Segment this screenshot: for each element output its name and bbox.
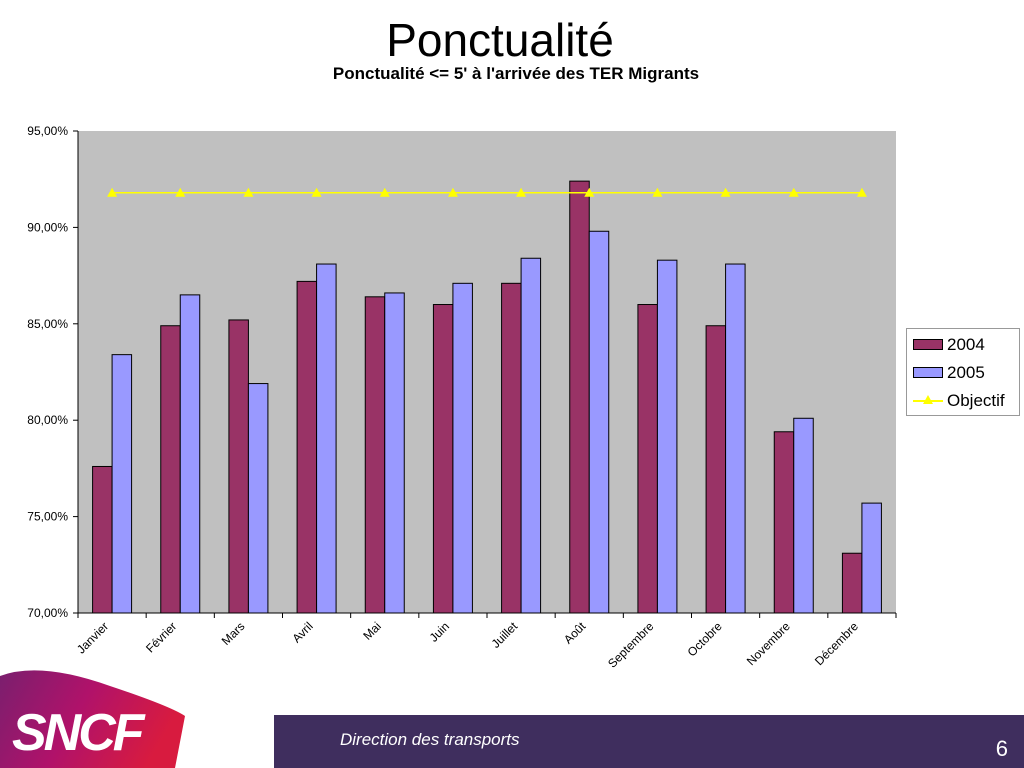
objectif-marker [720, 187, 731, 197]
x-category-label: Novembre [744, 619, 793, 668]
legend-label-2005: 2005 [947, 363, 985, 382]
chart-title: Ponctualité <= 5' à l'arrivée des TER Mi… [332, 64, 700, 83]
bar-2005-Novembre [793, 417, 814, 614]
x-category-label: Mai [360, 619, 384, 643]
objectif-marker [447, 187, 458, 197]
objectif-marker [311, 187, 322, 197]
bar-2004-Décembre [841, 552, 863, 614]
legend-swatch-2004 [913, 339, 943, 350]
x-category-label: Octobre [685, 619, 725, 659]
bar-2004-Janvier [92, 465, 113, 614]
legend-label-2004: 2004 [947, 335, 985, 354]
y-tick-label: 75,00% [27, 510, 68, 524]
x-category-label: Décembre [812, 619, 861, 668]
bar-2004-Septembre [637, 304, 658, 614]
chart-legend: 2004 2005 Objectif [906, 328, 1020, 416]
y-tick-label: 80,00% [27, 413, 68, 427]
x-category-label: Juillet [489, 619, 521, 651]
objectif-marker [652, 187, 663, 197]
footer-band [274, 715, 1024, 768]
bar-2005-Mai [384, 292, 405, 614]
y-tick-label: 85,00% [27, 317, 68, 331]
objectif-marker [107, 187, 118, 197]
x-category-label: Septembre [605, 619, 657, 671]
bar-2004-Février [160, 325, 181, 614]
objectif-marker [516, 187, 527, 197]
objectif-marker [584, 187, 595, 197]
plot-area [78, 131, 896, 613]
footer-text: Direction des transports [340, 730, 520, 749]
bar-2004-Mai [364, 296, 386, 614]
legend-marker-objectif [923, 395, 933, 404]
objectif-marker [243, 187, 254, 197]
page-number: 6 [995, 736, 1008, 761]
bar-2004-Octobre [705, 325, 727, 614]
x-category-label: Juin [427, 619, 452, 644]
bar-2005-Août [588, 230, 610, 614]
x-category-label: Février [143, 619, 179, 655]
bar-2005-Mars [247, 383, 269, 614]
y-tick-label: 90,00% [27, 220, 68, 234]
x-category-label: Mars [219, 619, 248, 648]
bar-2005-Janvier [111, 354, 133, 614]
x-category-label: Août [561, 619, 589, 647]
bar-2005-Juillet [520, 257, 542, 614]
bar-2005-Avril [316, 263, 337, 614]
objectif-marker [856, 187, 867, 197]
bar-2005-Juin [452, 282, 473, 614]
y-tick-label: 95,00% [27, 124, 68, 138]
objectif-marker [379, 187, 390, 197]
bar-2005-Octobre [725, 263, 746, 614]
bar-2004-Novembre [773, 431, 795, 614]
slide-title: Ponctualité [386, 14, 614, 66]
bar-2004-Juillet [501, 282, 522, 614]
objectif-marker [788, 187, 799, 197]
bar-2004-Juin [432, 304, 454, 614]
bar-2005-Décembre [861, 502, 882, 614]
legend-label-objectif: Objectif [947, 391, 1005, 410]
bar-2004-Août [569, 180, 590, 614]
objectif-marker [175, 187, 186, 197]
bar-2004-Mars [228, 319, 249, 614]
x-category-label: Janvier [74, 619, 111, 656]
bar-2005-Février [179, 294, 201, 614]
x-category-label: Avril [289, 619, 315, 645]
bar-chart: 70,00% 75,00% 80,00% 85,00% 90,00% 95,00% Janv… [27, 124, 897, 671]
bar-2005-Septembre [656, 259, 678, 614]
sncf-logo: SNCF [0, 670, 185, 768]
legend-swatch-2005 [913, 367, 943, 378]
bar-2004-Avril [296, 280, 318, 614]
logo-text: SNCF [12, 704, 146, 762]
y-tick-label: 70,00% [27, 606, 68, 620]
